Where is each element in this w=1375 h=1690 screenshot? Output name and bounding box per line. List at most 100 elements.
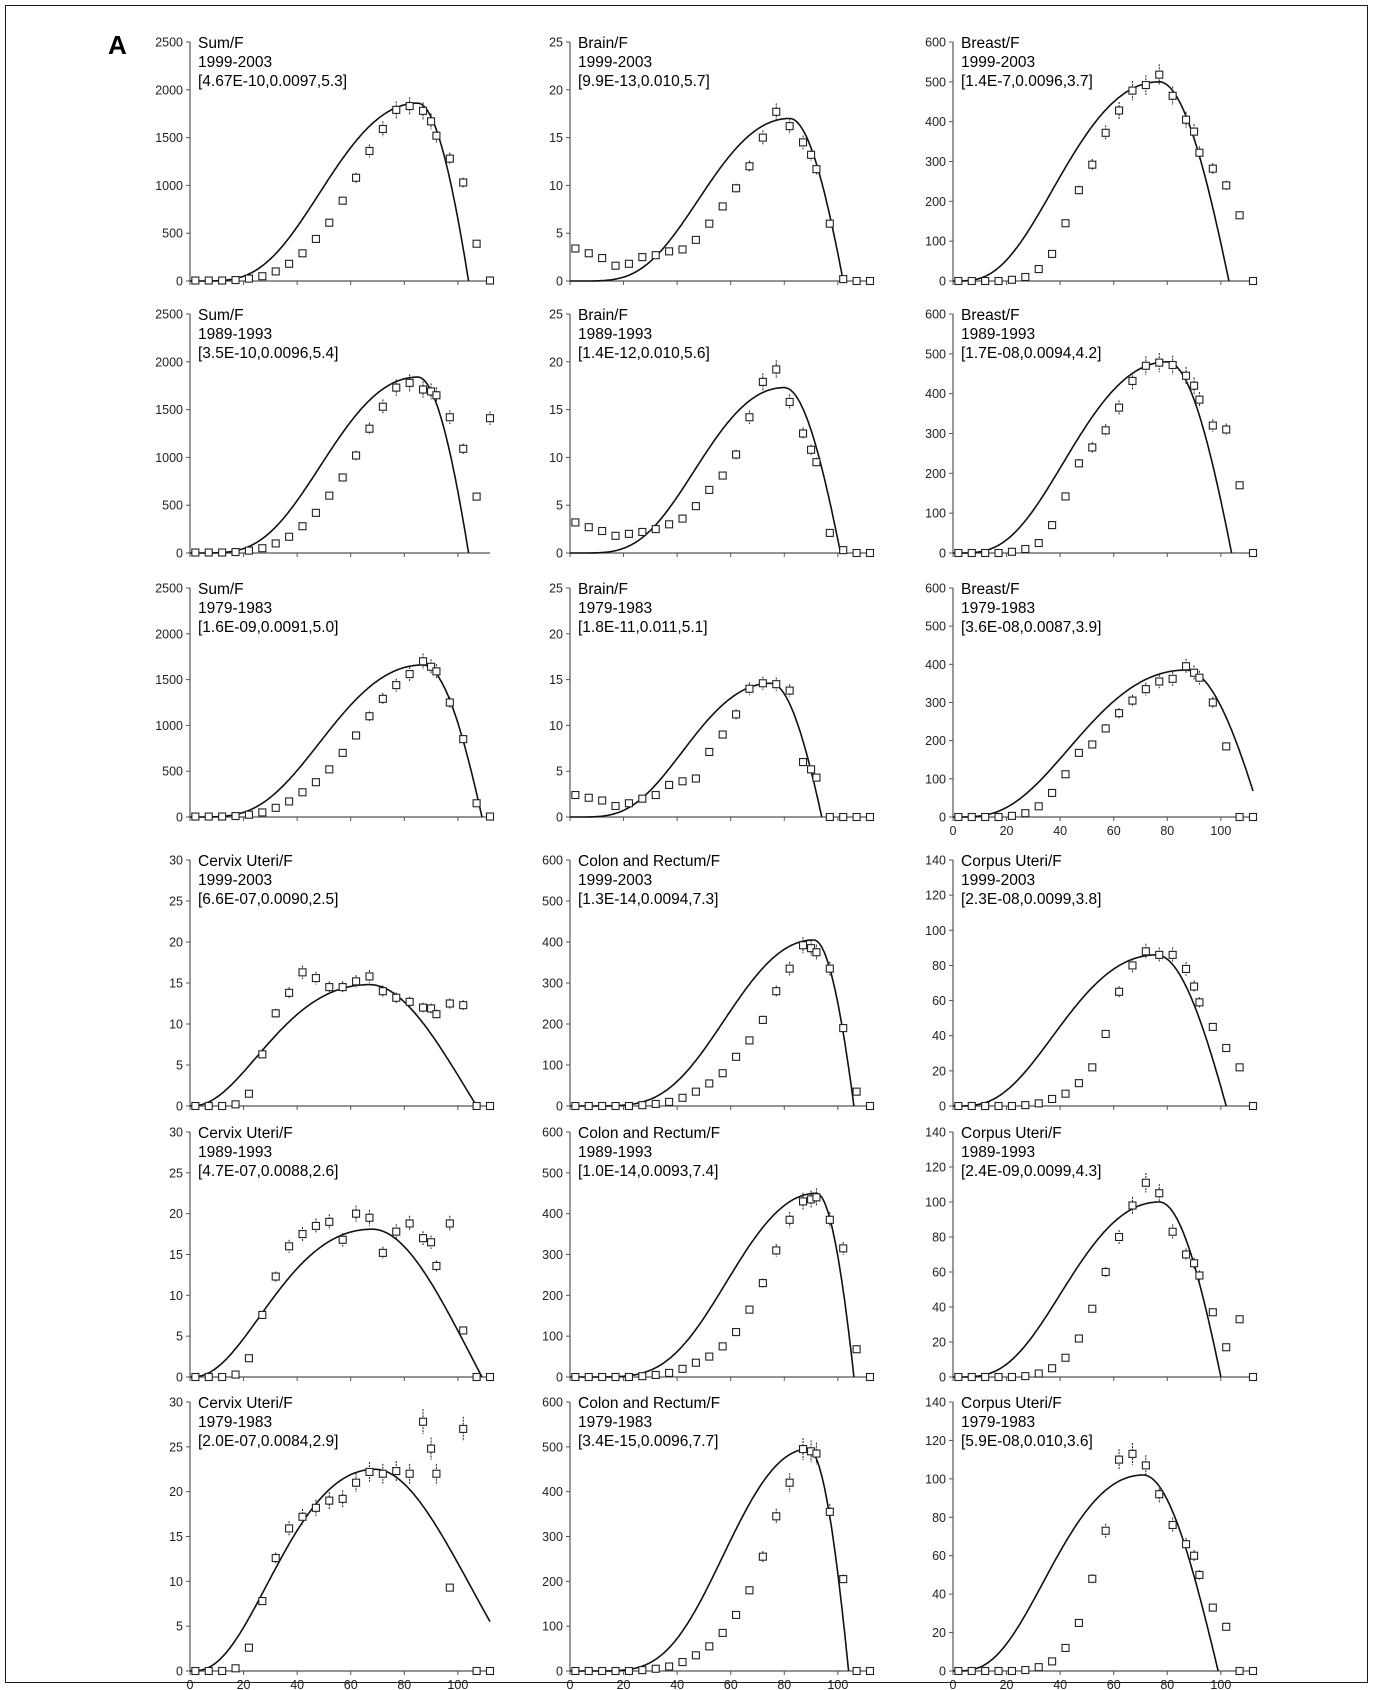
data-point bbox=[994, 1372, 1003, 1382]
data-point bbox=[1222, 742, 1231, 751]
data-point bbox=[392, 1466, 401, 1476]
data-point bbox=[1034, 538, 1043, 548]
fit-curve bbox=[190, 1468, 491, 1672]
x-tick-label: 80 bbox=[777, 1678, 791, 1690]
data-point bbox=[839, 1244, 848, 1253]
data-point bbox=[611, 261, 620, 270]
data-point bbox=[665, 1662, 674, 1671]
data-point bbox=[954, 548, 963, 558]
data-point bbox=[325, 491, 334, 500]
data-point bbox=[852, 276, 861, 286]
data-point bbox=[1115, 987, 1124, 996]
chart-period: 1999-2003 bbox=[578, 54, 652, 71]
data-point bbox=[665, 1097, 674, 1106]
y-tick-label: 25 bbox=[549, 308, 563, 322]
data-point bbox=[1181, 115, 1191, 124]
y-tick-label: 100 bbox=[542, 1059, 563, 1073]
data-point bbox=[231, 275, 240, 285]
x-tick-label: 60 bbox=[724, 1678, 738, 1690]
data-point bbox=[718, 202, 727, 211]
chart-title: Colon and Rectum/F bbox=[578, 853, 720, 870]
x-tick-label: 100 bbox=[827, 1678, 848, 1690]
data-point bbox=[1074, 1334, 1083, 1343]
data-point bbox=[427, 1238, 436, 1247]
data-point bbox=[204, 1372, 213, 1382]
x-tick-label: 0 bbox=[567, 1678, 574, 1690]
data-point bbox=[218, 548, 227, 557]
chart-params: [2.4E-09,0.0099,4.3] bbox=[961, 1163, 1101, 1180]
x-tick-label: 40 bbox=[1053, 1678, 1067, 1690]
data-point bbox=[584, 1666, 593, 1676]
data-point bbox=[191, 276, 200, 285]
chart-params: [2.0E-07,0.0084,2.9] bbox=[198, 1433, 338, 1450]
data-point bbox=[1168, 91, 1177, 100]
data-point bbox=[1128, 696, 1137, 705]
data-point bbox=[1034, 802, 1043, 811]
data-point bbox=[785, 686, 794, 695]
y-tick-label: 25 bbox=[169, 1440, 183, 1454]
data-point bbox=[798, 138, 808, 147]
y-tick-label: 400 bbox=[925, 387, 946, 401]
data-point bbox=[298, 968, 307, 977]
data-point bbox=[204, 1101, 213, 1111]
data-point bbox=[218, 1666, 227, 1676]
data-point bbox=[611, 1101, 620, 1111]
chart-title: Corpus Uteri/F bbox=[961, 1125, 1062, 1142]
data-point bbox=[427, 662, 436, 671]
fit-curve bbox=[953, 954, 1227, 1107]
y-tick-label: 15 bbox=[169, 1248, 183, 1262]
data-point bbox=[1235, 1063, 1244, 1072]
fit-curve bbox=[953, 361, 1233, 554]
y-tick-label: 200 bbox=[542, 1575, 563, 1589]
data-point bbox=[785, 397, 794, 407]
data-point bbox=[258, 544, 267, 553]
data-point bbox=[1155, 1490, 1164, 1499]
data-point bbox=[231, 812, 240, 821]
data-point bbox=[485, 1372, 495, 1382]
y-tick-label: 120 bbox=[925, 1161, 946, 1175]
data-point bbox=[1034, 1369, 1043, 1378]
data-point bbox=[732, 1052, 741, 1061]
data-point bbox=[1007, 1101, 1016, 1111]
data-point bbox=[1074, 1079, 1083, 1088]
y-tick-label: 80 bbox=[932, 1231, 946, 1245]
data-point bbox=[772, 365, 781, 374]
data-point bbox=[611, 801, 620, 811]
chart-period: 1999-2003 bbox=[198, 872, 272, 889]
data-point bbox=[1048, 521, 1057, 530]
data-point bbox=[571, 790, 580, 800]
data-point bbox=[1034, 264, 1043, 274]
data-point bbox=[1222, 1343, 1231, 1352]
data-point bbox=[1190, 127, 1199, 136]
data-point bbox=[311, 974, 320, 983]
data-point bbox=[352, 173, 361, 182]
data-point bbox=[1168, 1520, 1177, 1530]
data-point bbox=[459, 1424, 468, 1433]
data-point bbox=[1235, 211, 1244, 220]
data-point bbox=[981, 1372, 990, 1382]
y-tick-label: 500 bbox=[162, 499, 183, 513]
data-point bbox=[392, 993, 401, 1002]
data-point bbox=[1128, 961, 1137, 970]
data-point bbox=[1128, 86, 1137, 95]
data-point bbox=[191, 548, 200, 557]
data-point bbox=[1048, 1094, 1057, 1104]
data-point bbox=[1101, 724, 1110, 733]
data-point bbox=[1115, 106, 1124, 115]
data-point bbox=[812, 165, 821, 174]
data-point bbox=[691, 774, 700, 783]
data-point bbox=[852, 1087, 861, 1096]
data-point bbox=[1088, 1304, 1097, 1313]
chart-title: Cervix Uteri/F bbox=[198, 1125, 293, 1142]
data-point bbox=[1021, 272, 1030, 282]
data-point bbox=[772, 1512, 781, 1521]
data-point bbox=[485, 276, 495, 285]
y-tick-label: 80 bbox=[932, 959, 946, 973]
data-point bbox=[244, 274, 253, 283]
data-point bbox=[705, 219, 714, 228]
data-point bbox=[472, 1666, 481, 1676]
chart-period: 1989-1993 bbox=[198, 326, 272, 343]
chart-params: [1.8E-11,0.011,5.1] bbox=[578, 619, 708, 636]
data-point bbox=[325, 765, 334, 774]
data-point bbox=[472, 239, 481, 248]
